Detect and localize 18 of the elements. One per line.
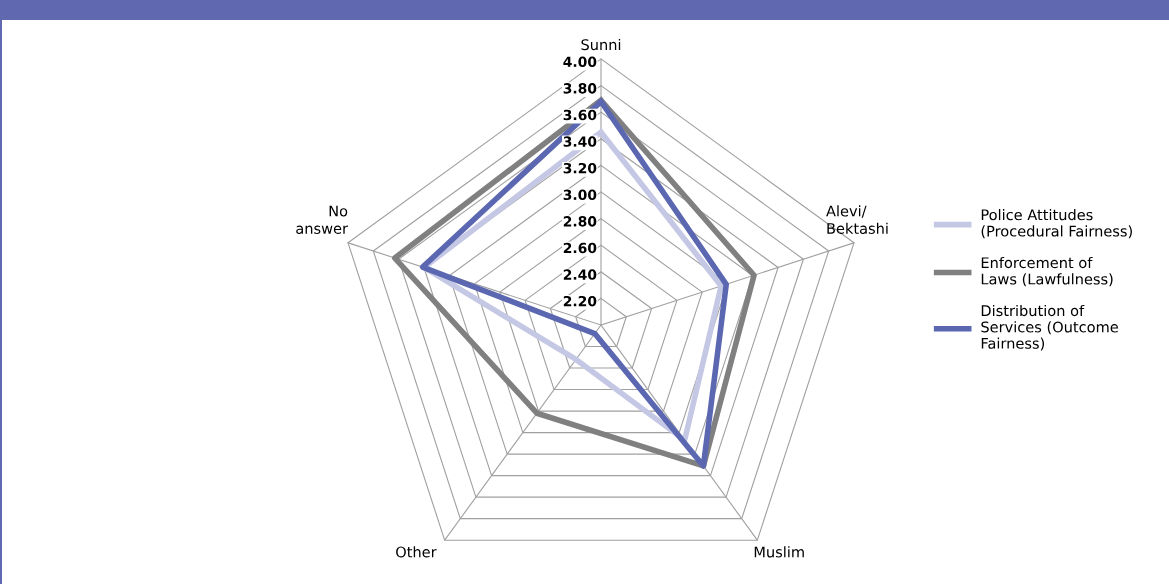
legend-label: Distribution of Services (Outcome Fairness) [981, 304, 1118, 351]
y-tick-label: 3.40 [563, 136, 597, 147]
y-tick-label: 3.60 [563, 109, 597, 121]
y-tick-label: 2.20 [563, 295, 597, 307]
y-tick-label: 2.80 [563, 216, 597, 227]
spoke-label: Other [396, 546, 437, 558]
spoke-label: Sunni [581, 38, 621, 51]
y-tick-label: 3.20 [563, 162, 597, 174]
spoke-label: No answer [296, 205, 349, 234]
spoke-label: Alevi/ Bektashi [826, 205, 888, 234]
legend-label: Police Attitudes (Procedural Fairness) [981, 208, 1132, 239]
y-tick-label: 3.80 [563, 83, 597, 94]
spoke-label: Muslim [754, 546, 804, 558]
y-tick-label: 3.00 [563, 189, 597, 201]
y-tick-label: 4.00 [563, 56, 597, 68]
legend-label: Enforcement of Laws (Lawfulness) [981, 256, 1113, 287]
y-tick-label: 2.40 [563, 269, 597, 280]
y-tick-label: 2.60 [563, 242, 597, 254]
